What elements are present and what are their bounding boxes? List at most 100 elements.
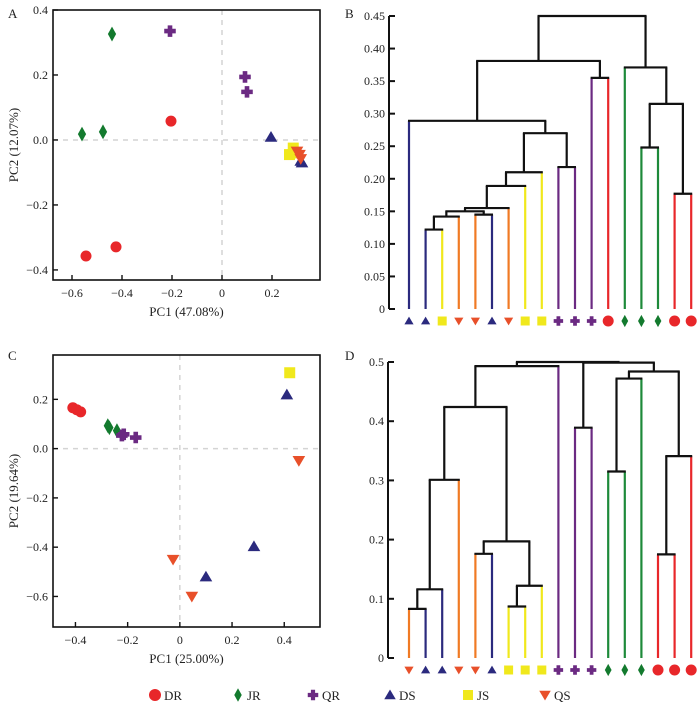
leaf-marker-js [537,316,547,326]
x-tick-label: 0 [219,286,225,300]
leaf-marker-js [537,665,547,675]
data-point-qr [164,25,176,37]
x-axis-label: PC1 (25.00%) [149,651,223,666]
leaf-marker-ds [487,665,497,674]
legend-marker-jr [234,688,242,702]
data-point-jr [98,124,108,140]
data-point-qs [294,154,308,165]
panel-a-pca-scatter: −0.6 −0.4 −0.2 0 0.2 0.4 0.2 0.0 −0.2 −0.4 PC1 (47… [6,3,321,319]
data-point-dr [110,241,122,253]
y-tick-label: −0.4 [26,540,48,554]
data-point-ds [199,570,213,582]
panel-label-d: D [345,348,354,363]
legend-item-ds: DS [384,688,416,703]
panel-d-dendrogram: 0 0.1 0.2 0.3 0.4 0.5 [369,355,697,677]
data-point-jr [107,26,117,42]
panel-label-b: B [345,6,354,21]
leaf-marker-ds [421,665,431,674]
leaf-marker-jr [604,663,612,677]
y-tick-label: 0.1 [369,592,384,606]
legend-marker-qs [539,690,551,701]
y-axis-label: PC2 (19.64%) [6,454,21,528]
legend-label-js: JS [477,688,489,703]
x-tick-label: −0.4 [111,286,133,300]
data-point-dr [71,404,83,416]
data-point-jr [105,420,114,436]
leaf-marker-js [520,316,530,326]
legend-item-jr: JR [234,688,261,703]
y-tick-label: −0.4 [26,263,48,277]
y-tick-label: 0.0 [33,133,48,147]
y-tick-label: 0.10 [364,237,385,251]
leaf-marker-ds [487,316,497,325]
panel-label-c: C [8,348,17,363]
leaf-marker-qs [454,317,464,326]
data-point-dr [80,250,92,262]
y-tick-label: 0.2 [369,533,384,547]
x-tick-label: 0 [177,633,183,647]
y-tick-label: 0.2 [33,392,48,406]
legend-label-qr: QR [322,688,340,703]
x-tick-label: −0.2 [161,286,183,300]
data-point-qs [292,456,306,467]
leaf-marker-qs [454,666,464,675]
data-point-ds [280,388,294,400]
leaf-marker-qr [553,665,564,675]
y-tick-label: 0.5 [369,355,384,369]
leaf-marker-ds [421,316,431,325]
leaf-marker-qs [404,666,414,675]
x-tick-label: 0.4 [277,633,292,647]
legend: DR JR QR DS JS QS [149,688,571,703]
leaf-marker-jr [654,314,662,328]
y-axis-label: PC2 (12.07%) [6,108,21,182]
legend-item-dr: DR [149,688,182,703]
y-tick-label: 0.05 [364,269,385,283]
data-point-qs [166,554,180,566]
leaf-marker-dr [652,664,664,676]
legend-label-qs: QS [554,688,571,703]
leaf-marker-dr [685,315,697,327]
leaf-marker-ds [404,316,414,325]
leaf-marker-qr [586,665,597,675]
leaf-marker-ds [437,665,447,674]
x-axis-label: PC1 (47.08%) [149,304,223,319]
data-point-qr [241,86,253,98]
leaf-marker-dr [685,664,697,676]
data-point-js [284,367,296,379]
y-tick-label: 0.35 [364,74,385,88]
leaf-marker-jr [638,314,645,328]
x-tick-label: −0.2 [117,633,139,647]
panel-label-a: A [8,6,18,21]
y-tick-label: 0.45 [364,9,385,23]
data-point-dr [165,115,177,127]
y-tick-label: −0.6 [26,589,48,603]
legend-marker-qr [307,689,319,701]
data-point-qr [129,431,142,444]
y-tick-label: 0.2 [33,68,48,82]
y-tick-label: −0.2 [26,491,48,505]
leaf-marker-js [520,665,530,675]
leaf-marker-js [504,665,514,675]
legend-item-qs: QS [539,688,571,703]
y-tick-label: 0.15 [364,204,385,218]
y-tick-label: 0.0 [33,442,48,456]
leaf-marker-js [437,316,447,326]
plot-frame [52,9,321,281]
data-point-ds [247,540,261,552]
leaf-marker-qr [570,665,580,675]
leaf-marker-dr [602,315,614,327]
y-tick-label: 0 [379,302,385,316]
legend-item-qr: QR [307,688,340,703]
data-point-ds [264,130,278,142]
data-point-jr [77,126,87,142]
legend-label-ds: DS [399,688,416,703]
legend-label-dr: DR [164,688,182,703]
leaf-marker-jr [621,663,629,677]
legend-marker-js [463,690,473,700]
leaf-marker-qr [586,316,597,326]
x-tick-label: −0.6 [61,286,83,300]
plot-frame [52,354,321,628]
y-tick-label: 0.30 [364,107,385,121]
y-tick-label: −0.2 [26,198,48,212]
legend-marker-ds [384,689,396,700]
